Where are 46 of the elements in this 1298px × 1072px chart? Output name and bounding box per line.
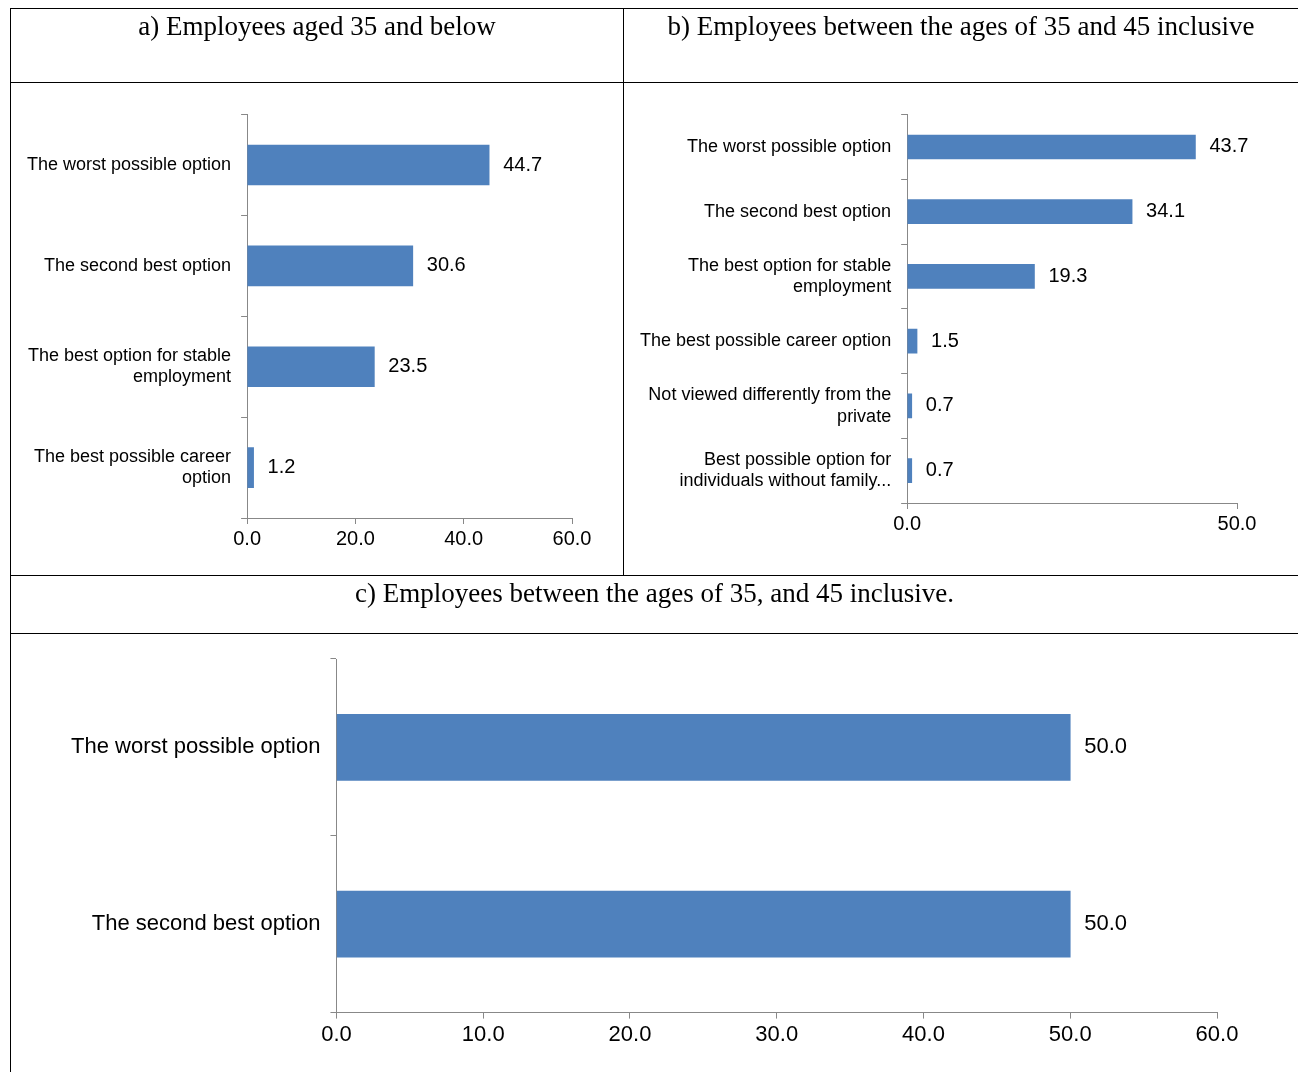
x-tick-label: 0.0 xyxy=(233,526,262,549)
data-label: 50.0 xyxy=(1084,733,1128,759)
bar xyxy=(247,245,414,287)
data-label: 0.7 xyxy=(925,458,954,481)
data-label: 23.5 xyxy=(388,354,428,377)
x-tick-label: 0.0 xyxy=(321,1020,352,1046)
bar xyxy=(907,199,1133,225)
x-tick-label: 40.0 xyxy=(444,526,484,549)
y-tick-label: The second best option xyxy=(704,200,892,221)
chart-title: b) Employees between the ages of 35 and 45 inclusive xyxy=(624,9,1298,83)
data-label: 30.6 xyxy=(426,253,466,276)
y-tick-label: The best possible career option xyxy=(34,445,232,488)
bar xyxy=(907,264,1035,289)
bar xyxy=(247,346,375,388)
y-tick-label: Best possible option for individuals without family... xyxy=(679,448,892,491)
y-tick-label: The worst possible option xyxy=(71,733,321,759)
y-tick-label: The second best option xyxy=(91,910,321,936)
y-tick-label: The best option for stable employment xyxy=(27,344,232,387)
data-label: 0.7 xyxy=(925,393,954,416)
y-tick-label: The best possible career option xyxy=(639,330,892,351)
x-tick-label: 10.0 xyxy=(461,1020,505,1046)
y-tick-label: The second best option xyxy=(43,254,232,275)
bar xyxy=(247,144,490,186)
y-tick-label: The best option for stable employment xyxy=(688,254,892,297)
x-tick-label: 40.0 xyxy=(902,1020,945,1046)
chart-title: c) Employees between the ages of 35, and 45 inclusive. xyxy=(11,576,1298,634)
x-tick-label: 20.0 xyxy=(335,526,375,549)
data-label: 50.0 xyxy=(1084,910,1128,936)
x-tick-label: 30.0 xyxy=(755,1020,799,1046)
bar xyxy=(907,134,1196,160)
chart-title: a) Employees aged 35 and below xyxy=(11,9,623,83)
x-tick-label: 60.0 xyxy=(552,526,592,549)
data-label: 43.7 xyxy=(1209,134,1249,157)
data-label: 34.1 xyxy=(1146,199,1186,222)
data-label: 1.5 xyxy=(931,328,959,351)
data-label: 19.3 xyxy=(1048,263,1088,286)
data-label: 1.2 xyxy=(267,455,296,478)
x-tick-label: 20.0 xyxy=(608,1020,652,1046)
x-tick-label: 0.0 xyxy=(893,511,922,534)
y-tick-label: Not viewed differently from the private xyxy=(648,384,892,426)
y-tick-label: The worst possible option xyxy=(27,153,232,174)
bar xyxy=(247,447,254,488)
x-tick-label: 60.0 xyxy=(1195,1020,1239,1046)
y-tick-label: The worst possible option xyxy=(687,135,892,156)
data-label: 44.7 xyxy=(503,152,543,175)
x-tick-label: 50.0 xyxy=(1048,1020,1092,1046)
